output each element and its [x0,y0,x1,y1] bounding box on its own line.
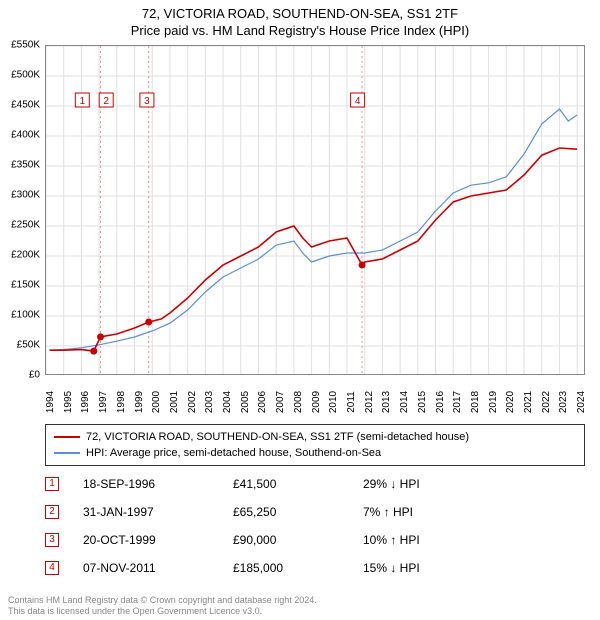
sale-price: £65,250 [233,505,363,519]
xtick-label: 1995 [63,391,74,413]
sale-price: £90,000 [233,533,363,547]
xtick-label: 1994 [45,391,56,413]
xtick-label: 2001 [169,391,180,413]
sale-hpi-diff: 7% ↑ HPI [363,505,483,519]
footer-line: Contains HM Land Registry data © Crown c… [8,595,317,605]
sale-hpi-diff: 15% ↓ HPI [363,561,483,575]
xtick-label: 2024 [576,391,587,413]
xtick-label: 2003 [204,391,215,413]
xtick-label: 2000 [151,391,162,413]
xtick-label: 2005 [240,391,251,413]
sale-date: 18-SEP-1996 [83,477,233,491]
chart-svg: 1 2 3 4 [45,45,585,375]
xtick-label: 2020 [505,391,516,413]
xtick-label: 2014 [399,391,410,413]
ytick-label: £50K [0,340,40,351]
svg-text:3: 3 [144,96,150,107]
xtick-label: 2013 [381,391,392,413]
ytick-label: £100K [0,310,40,321]
legend-label: HPI: Average price, semi-detached house,… [86,447,381,459]
sale-date: 07-NOV-2011 [83,561,233,575]
xtick-label: 1996 [80,391,91,413]
ytick-label: £450K [0,100,40,111]
sale-marker-icon: 4 [45,561,59,575]
ytick-label: £250K [0,220,40,231]
xtick-label: 1997 [98,391,109,413]
xtick-label: 2018 [470,391,481,413]
xtick-label: 2019 [488,391,499,413]
svg-text:1: 1 [80,96,86,107]
title-subtitle: Price paid vs. HM Land Registry's House … [0,23,600,38]
ytick-label: £500K [0,70,40,81]
legend-row: 72, VICTORIA ROAD, SOUTHEND-ON-SEA, SS1 … [54,429,576,445]
xtick-label: 2016 [435,391,446,413]
table-row: 1 18-SEP-1996 £41,500 29% ↓ HPI [45,470,585,498]
ytick-label: £300K [0,190,40,201]
ytick-label: £150K [0,280,40,291]
legend-swatch [54,452,80,454]
sale-date: 31-JAN-1997 [83,505,233,519]
svg-text:4: 4 [355,96,361,107]
xtick-label: 2006 [257,391,268,413]
ytick-label: £0 [0,370,40,381]
chart-container: 72, VICTORIA ROAD, SOUTHEND-ON-SEA, SS1 … [0,0,600,620]
footer-attribution: Contains HM Land Registry data © Crown c… [8,595,317,616]
xtick-label: 2012 [364,391,375,413]
xtick-label: 2021 [523,391,534,413]
xtick-label: 2015 [417,391,428,413]
table-row: 4 07-NOV-2011 £185,000 15% ↓ HPI [45,554,585,582]
xtick-label: 2011 [346,391,357,413]
table-row: 2 31-JAN-1997 £65,250 7% ↑ HPI [45,498,585,526]
svg-text:2: 2 [103,96,109,107]
legend: 72, VICTORIA ROAD, SOUTHEND-ON-SEA, SS1 … [45,424,585,466]
ytick-label: £350K [0,160,40,171]
legend-row: HPI: Average price, semi-detached house,… [54,445,576,461]
sale-marker-icon: 2 [45,505,59,519]
xtick-label: 1999 [134,391,145,413]
xtick-label: 2022 [541,391,552,413]
sale-marker-icon: 1 [45,477,59,491]
legend-swatch [54,436,80,438]
sale-hpi-diff: 10% ↑ HPI [363,533,483,547]
xtick-label: 2004 [222,391,233,413]
xtick-label: 2008 [293,391,304,413]
title-block: 72, VICTORIA ROAD, SOUTHEND-ON-SEA, SS1 … [0,0,600,40]
xtick-label: 2010 [328,391,339,413]
xtick-label: 2009 [311,391,322,413]
sales-table: 1 18-SEP-1996 £41,500 29% ↓ HPI 2 31-JAN… [45,470,585,582]
sale-marker-icon: 3 [45,533,59,547]
ytick-label: £550K [0,40,40,51]
ytick-label: £200K [0,250,40,261]
title-address: 72, VICTORIA ROAD, SOUTHEND-ON-SEA, SS1 … [0,6,600,21]
xtick-label: 2017 [452,391,463,413]
ytick-label: £400K [0,130,40,141]
table-row: 3 20-OCT-1999 £90,000 10% ↑ HPI [45,526,585,554]
sale-price: £41,500 [233,477,363,491]
xtick-label: 1998 [116,391,127,413]
sale-date: 20-OCT-1999 [83,533,233,547]
xtick-label: 2007 [275,391,286,413]
xtick-label: 2023 [558,391,569,413]
footer-line: This data is licensed under the Open Gov… [8,606,317,616]
legend-label: 72, VICTORIA ROAD, SOUTHEND-ON-SEA, SS1 … [86,431,469,443]
sale-hpi-diff: 29% ↓ HPI [363,477,483,491]
sale-price: £185,000 [233,561,363,575]
chart-area: 1234 £0£50K£100K£150K£200K£250K£300K£350… [45,45,585,375]
xtick-label: 2002 [187,391,198,413]
